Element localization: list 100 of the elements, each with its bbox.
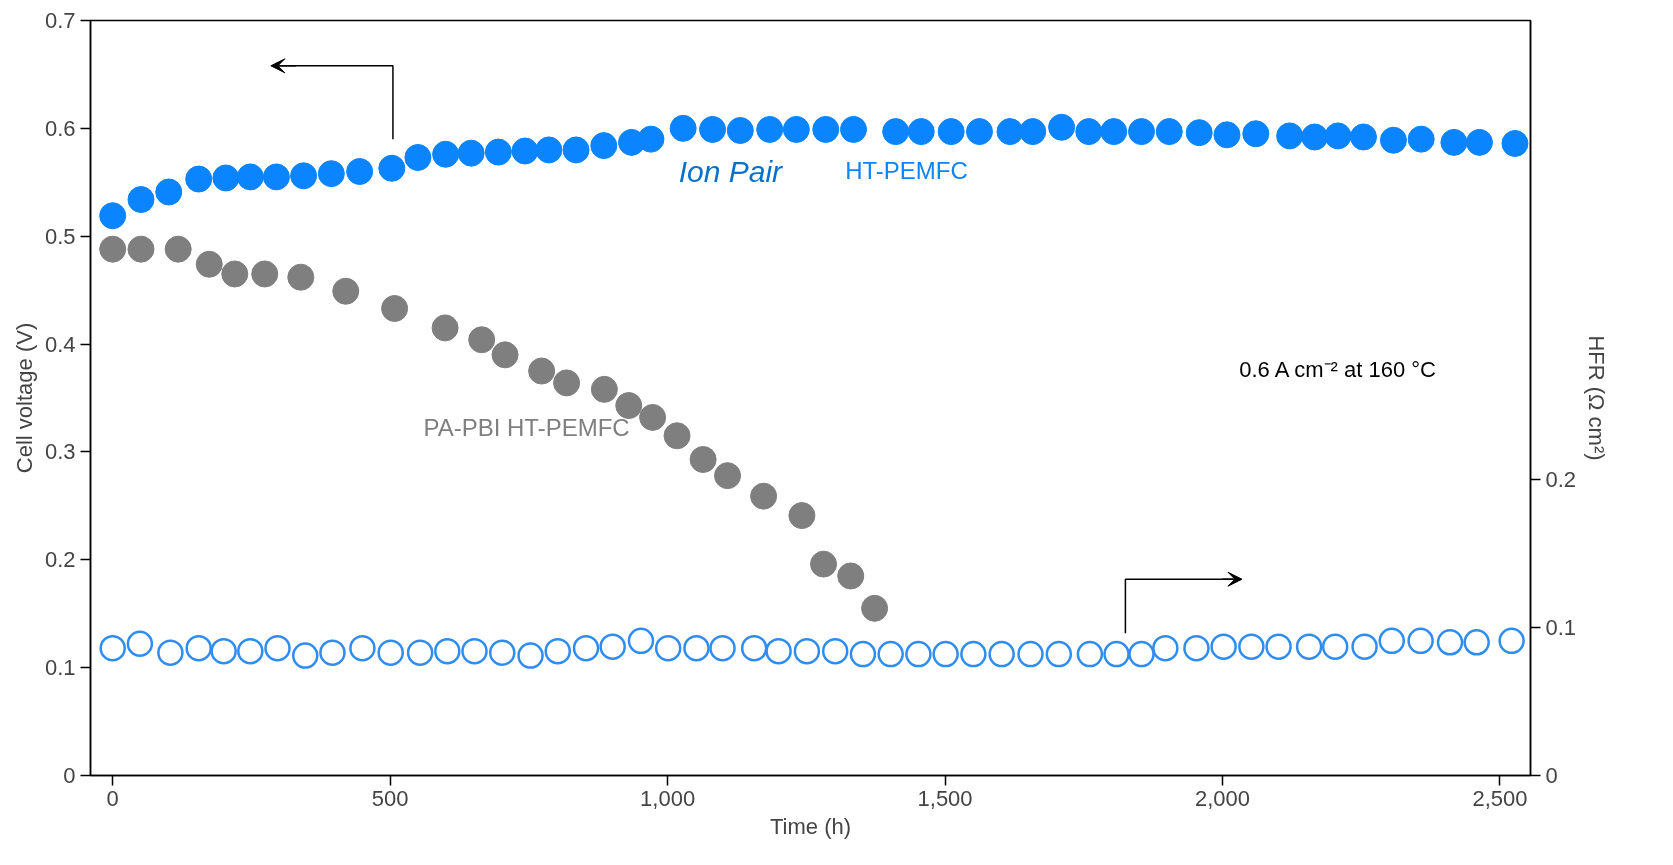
point [377,639,404,666]
point [840,115,868,143]
point [654,634,682,662]
point [290,162,318,190]
y-tick-label: 0.2 [44,547,76,573]
point [1465,128,1493,156]
point [1128,118,1156,146]
y-tick-label: 0.5 [44,223,76,249]
point [155,178,183,206]
point [1407,627,1434,655]
point [877,640,904,668]
point [457,139,485,167]
point [683,634,710,662]
point [535,136,563,164]
point [528,357,556,385]
point [511,137,539,165]
point [849,640,877,668]
point [765,637,792,665]
point [740,634,768,662]
x-tick-label: 500 [371,785,409,811]
point [489,639,516,666]
point [251,260,279,288]
point [637,125,665,153]
point [292,642,319,669]
point [756,115,784,143]
point [1463,629,1490,656]
y2-axis-title: HFR (Ω cm²) [1584,335,1610,461]
point [965,118,993,146]
y2-tick-label: 0.2 [1545,466,1577,492]
point [1076,640,1104,668]
x-tick-label: 2,000 [1195,785,1251,811]
point [639,403,667,431]
point [663,422,691,450]
point [562,136,590,164]
x-tick-label: 2,500 [1472,785,1528,811]
point [1045,640,1073,668]
point [1378,627,1406,655]
point [317,160,345,188]
point [1048,113,1076,141]
point [861,594,889,622]
point [126,630,154,657]
y-tick-label: 0.1 [44,655,76,681]
point [1103,640,1130,668]
point [627,627,655,655]
point [99,202,127,230]
point [996,118,1024,146]
point [185,634,212,662]
point [332,277,360,305]
point [837,562,865,590]
point [937,118,965,146]
point [553,369,581,397]
x-tick-label: 1,000 [640,785,696,811]
point [782,115,810,143]
point [821,637,849,665]
point [404,144,432,171]
point [461,637,488,665]
point [1210,633,1237,660]
point [157,639,184,666]
point [221,260,249,288]
point [319,639,346,666]
point [287,263,315,291]
point [1436,629,1464,656]
x-tick-label: 1,500 [917,785,973,811]
point [544,637,571,665]
point [988,640,1015,668]
point [590,375,618,403]
point [1501,129,1529,157]
point [1183,634,1210,662]
point [164,235,192,263]
point [484,138,512,166]
point [669,114,697,142]
point [212,164,240,192]
point [406,639,434,666]
y-axis-title: Cell voltage (V) [11,322,37,474]
point [1276,122,1304,150]
point [1407,125,1435,153]
point [812,115,840,143]
y-tick-label: 0 [63,763,76,788]
point [99,235,127,263]
point [517,642,544,669]
point [1265,633,1292,660]
point [932,640,959,668]
point [1213,121,1241,149]
point [1017,640,1044,668]
point [726,117,754,144]
point [1019,118,1047,146]
point [1295,633,1323,660]
point [788,502,816,530]
point [185,165,213,193]
annotation: 0.6 A cm⁻² at 160 °C [1239,356,1437,382]
point [127,235,155,263]
point [615,392,643,420]
point [750,482,778,510]
point [349,634,376,662]
point [381,295,409,322]
point [1075,118,1103,146]
point [262,163,290,191]
point [491,341,519,369]
point [1440,128,1468,156]
y2-tick-label: 0 [1545,763,1558,788]
